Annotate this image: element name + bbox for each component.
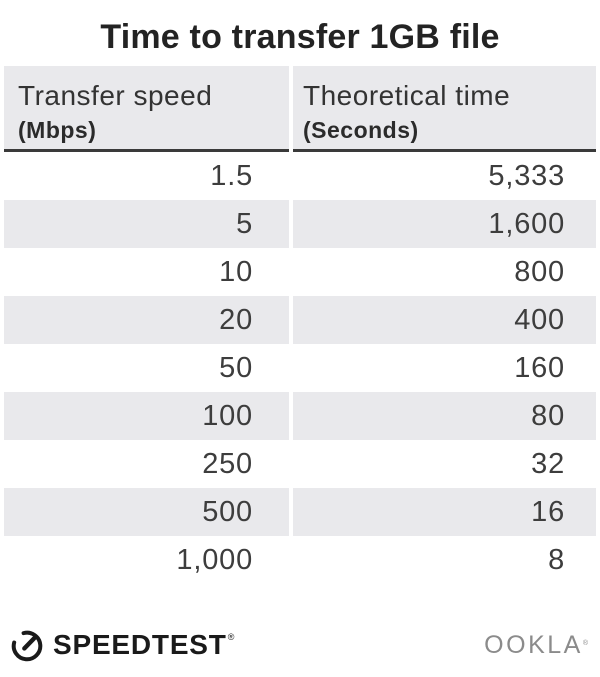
time-cell: 8 (548, 543, 565, 576)
table-row: 1.5 5,333 (4, 152, 596, 200)
table-row: 10 800 (4, 248, 596, 296)
ookla-wordmark: OOKLA (484, 630, 583, 659)
time-cell: 1,600 (293, 200, 596, 248)
time-cell: 400 (293, 296, 596, 344)
speed-cell: 100 (4, 392, 289, 440)
speed-cell: 50 (219, 351, 253, 384)
column-unit-seconds: (Seconds) (303, 117, 419, 143)
time-cell: 160 (514, 351, 565, 384)
table-row: 20 400 (4, 296, 596, 344)
time-cell: 32 (531, 447, 565, 480)
speed-cell: 500 (4, 488, 289, 536)
speedometer-gauge-icon (11, 630, 43, 662)
table-row: 100 80 (4, 392, 596, 440)
column-label-speed: Transfer speed (18, 80, 213, 111)
column-unit-mbps: (Mbps) (18, 117, 97, 143)
speedtest-wordmark: SPEEDTEST (53, 629, 227, 660)
ookla-logo: OOKLA ® (484, 631, 588, 660)
column-header-transfer-speed: Transfer speed (Mbps) (4, 66, 289, 152)
time-cell: 80 (293, 392, 596, 440)
speedtest-logo: SPEEDTEST ® (8, 626, 234, 664)
time-cell: 16 (293, 488, 596, 536)
table-row: 250 32 (4, 440, 596, 488)
header-row: Transfer speed (Mbps) Theoretical time (… (4, 66, 596, 152)
table-row: 5 1,600 (4, 200, 596, 248)
table-row: 500 16 (4, 488, 596, 536)
speed-cell: 1.5 (210, 159, 253, 192)
speed-cell: 10 (219, 255, 253, 288)
speed-cell: 5 (4, 200, 289, 248)
transfer-time-table: Transfer speed (Mbps) Theoretical time (… (0, 66, 600, 584)
registered-trademark-icon: ® (227, 632, 235, 642)
table-row: 1,000 8 (4, 536, 596, 584)
table-row: 50 160 (4, 344, 596, 392)
column-label-time: Theoretical time (303, 80, 511, 111)
speed-cell: 250 (202, 447, 253, 480)
footer: SPEEDTEST ® OOKLA ® (0, 622, 600, 668)
time-cell: 5,333 (488, 159, 565, 192)
speed-cell: 1,000 (176, 543, 253, 576)
page-title: Time to transfer 1GB file (100, 18, 500, 56)
column-header-theoretical-time: Theoretical time (Seconds) (293, 66, 596, 152)
speed-cell: 20 (4, 296, 289, 344)
time-cell: 800 (514, 255, 565, 288)
ookla-trademark-icon: ® (582, 639, 588, 647)
